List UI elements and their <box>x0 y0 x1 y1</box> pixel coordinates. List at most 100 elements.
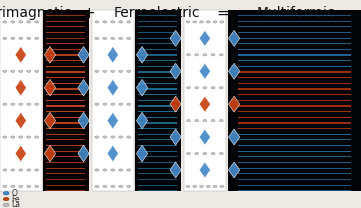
Bar <box>46 128 85 129</box>
Circle shape <box>195 87 199 89</box>
Bar <box>228 10 361 191</box>
Circle shape <box>187 120 190 122</box>
Bar <box>138 156 177 157</box>
Circle shape <box>103 21 107 23</box>
Circle shape <box>95 169 99 171</box>
Bar <box>238 32 351 33</box>
Circle shape <box>3 169 7 171</box>
Bar <box>138 122 177 124</box>
Circle shape <box>35 169 39 171</box>
Circle shape <box>103 136 107 138</box>
Circle shape <box>19 37 23 40</box>
Circle shape <box>219 87 223 89</box>
Bar <box>138 60 177 61</box>
Circle shape <box>127 70 131 72</box>
Text: =: = <box>216 6 229 21</box>
Circle shape <box>3 203 9 207</box>
Bar <box>138 139 177 140</box>
Text: +: + <box>82 6 95 21</box>
Bar <box>46 54 85 56</box>
Circle shape <box>211 152 215 155</box>
Bar <box>238 173 351 174</box>
Polygon shape <box>229 162 240 178</box>
Bar <box>46 184 85 186</box>
Polygon shape <box>15 112 26 129</box>
Circle shape <box>95 37 99 40</box>
Bar <box>138 83 177 84</box>
Bar <box>46 26 85 27</box>
Bar <box>238 128 351 129</box>
Circle shape <box>211 87 215 89</box>
Bar <box>238 134 351 135</box>
Polygon shape <box>199 162 210 178</box>
Circle shape <box>111 136 115 138</box>
Bar <box>238 145 351 146</box>
Bar <box>46 77 85 78</box>
Circle shape <box>27 103 31 105</box>
Circle shape <box>220 185 224 188</box>
Circle shape <box>111 70 115 72</box>
Polygon shape <box>229 96 240 112</box>
Bar <box>46 60 85 61</box>
Text: La: La <box>11 200 20 208</box>
Circle shape <box>27 136 31 138</box>
Polygon shape <box>229 129 240 145</box>
Circle shape <box>19 136 23 138</box>
Circle shape <box>127 185 131 188</box>
Bar <box>46 173 85 174</box>
Circle shape <box>35 70 39 72</box>
Circle shape <box>193 185 197 188</box>
Circle shape <box>11 169 15 171</box>
Bar <box>238 111 351 112</box>
Circle shape <box>127 21 131 23</box>
Circle shape <box>187 87 190 89</box>
Bar <box>43 10 89 191</box>
Bar <box>138 100 177 101</box>
Circle shape <box>3 103 7 105</box>
Bar <box>238 60 351 61</box>
Bar <box>238 156 351 157</box>
Circle shape <box>187 152 190 155</box>
Bar <box>138 94 177 95</box>
Polygon shape <box>229 63 240 79</box>
Polygon shape <box>136 145 148 162</box>
Bar <box>138 49 177 50</box>
Bar <box>238 15 351 16</box>
Circle shape <box>11 70 15 72</box>
Bar <box>138 32 177 33</box>
Bar <box>138 88 177 90</box>
Polygon shape <box>107 47 118 63</box>
Polygon shape <box>107 112 118 129</box>
Circle shape <box>203 54 207 56</box>
Bar <box>238 37 351 39</box>
Circle shape <box>35 136 39 138</box>
Bar <box>46 100 85 101</box>
Bar <box>138 77 177 78</box>
Bar <box>238 168 351 169</box>
Text: Ferrimagnetic: Ferrimagnetic <box>0 6 71 20</box>
Polygon shape <box>107 79 118 96</box>
Bar <box>46 105 85 106</box>
Circle shape <box>195 120 199 122</box>
Polygon shape <box>199 129 210 145</box>
Polygon shape <box>170 30 181 46</box>
Bar <box>46 122 85 124</box>
Circle shape <box>111 37 115 40</box>
Circle shape <box>211 120 215 122</box>
Circle shape <box>19 169 23 171</box>
Bar <box>238 117 351 118</box>
Circle shape <box>127 136 131 138</box>
Circle shape <box>95 136 99 138</box>
Bar <box>138 72 177 73</box>
Bar <box>46 83 85 84</box>
Bar <box>238 122 351 124</box>
Circle shape <box>27 70 31 72</box>
Bar <box>138 128 177 129</box>
Text: O: O <box>11 189 17 198</box>
Circle shape <box>19 70 23 72</box>
Bar <box>46 162 85 163</box>
Bar <box>138 168 177 169</box>
Circle shape <box>3 136 7 138</box>
Bar <box>238 179 351 180</box>
Bar <box>46 134 85 135</box>
